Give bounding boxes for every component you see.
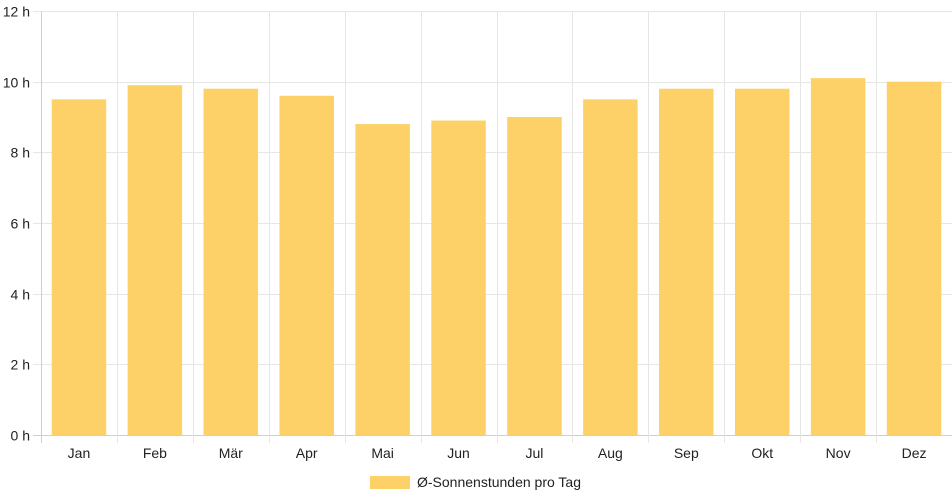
bar-dez[interactable]	[886, 81, 942, 436]
y-tick-label: 0 h	[11, 428, 30, 444]
bar-mär[interactable]	[203, 88, 259, 435]
x-tick-label: Jul	[526, 445, 544, 461]
x-tick-label: Dez	[902, 445, 927, 461]
x-tick-label: Okt	[751, 445, 773, 461]
x-tick-label: Sep	[674, 445, 699, 461]
y-tick-label: 10 h	[3, 75, 30, 91]
x-tick-label: Aug	[598, 445, 623, 461]
x-tick-label: Mai	[371, 445, 394, 461]
bar-nov[interactable]	[810, 78, 866, 435]
bars	[51, 78, 942, 436]
legend-label: Ø-Sonnenstunden pro Tag	[417, 474, 581, 490]
y-tick-label: 4 h	[11, 287, 30, 303]
bar-jun[interactable]	[431, 120, 486, 436]
bar-feb[interactable]	[127, 85, 183, 435]
x-tick-label: Nov	[826, 445, 851, 461]
y-tick-label: 8 h	[11, 145, 30, 161]
x-axis: Jan Feb Mär Apr Mai Jun Jul Aug Sep Okt Nov Dez	[68, 445, 927, 461]
y-tick-label: 2 h	[11, 357, 30, 373]
bar-aug[interactable]	[583, 99, 638, 435]
legend-swatch	[370, 476, 410, 489]
x-tick-label: Jun	[447, 445, 470, 461]
y-tick-label: 12 h	[3, 4, 30, 20]
legend[interactable]: Ø-Sonnenstunden pro Tag	[370, 474, 581, 490]
bar-jan[interactable]	[51, 99, 107, 435]
bar-okt[interactable]	[734, 88, 790, 435]
bar-apr[interactable]	[279, 95, 334, 436]
bar-sep[interactable]	[659, 88, 714, 435]
x-tick-label: Jan	[68, 445, 91, 461]
bar-mai[interactable]	[355, 124, 410, 436]
grid-lines	[33, 11, 952, 443]
x-tick-label: Mär	[219, 445, 243, 461]
x-tick-label: Apr	[296, 445, 318, 461]
y-axis: 0 h 2 h 4 h 6 h 8 h 10 h 12 h	[3, 4, 30, 444]
x-tick-label: Feb	[143, 445, 167, 461]
y-tick-label: 6 h	[11, 216, 30, 232]
bar-jul[interactable]	[507, 117, 562, 435]
